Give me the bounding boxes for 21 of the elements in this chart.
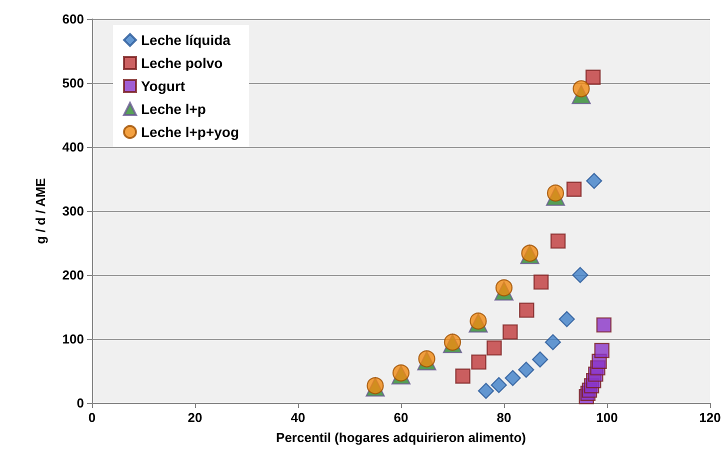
y-tick-label: 400 [62, 140, 84, 154]
x-tick-label: 40 [290, 410, 306, 425]
y-tick-label: 600 [62, 12, 84, 26]
legend-label: Yogurt [141, 78, 186, 94]
x-tick-label: 60 [394, 410, 408, 425]
legend-label: Leche líquida [141, 32, 231, 48]
x-tick-label: 100 [596, 410, 618, 425]
x-tick-label: 80 [496, 410, 512, 425]
x-tick-label: 0 [88, 410, 96, 425]
y-tick-label: 0 [76, 396, 84, 410]
y-tick-label: 200 [62, 268, 84, 282]
x-axis-title: Percentil (hogares adquirieron alimento) [276, 430, 526, 445]
y-tick-label: 500 [62, 76, 84, 90]
y-tick-label: 300 [62, 204, 84, 218]
y-axis-title: g / d / AME [33, 178, 48, 244]
legend-label: Leche l+p [141, 101, 206, 117]
legend-label: Leche l+p+yog [141, 124, 240, 140]
x-tick-label: 20 [188, 410, 202, 425]
legend-label: Leche polvo [141, 55, 223, 71]
y-tick-label: 100 [62, 332, 84, 346]
x-tick-label: 120 [699, 410, 721, 425]
